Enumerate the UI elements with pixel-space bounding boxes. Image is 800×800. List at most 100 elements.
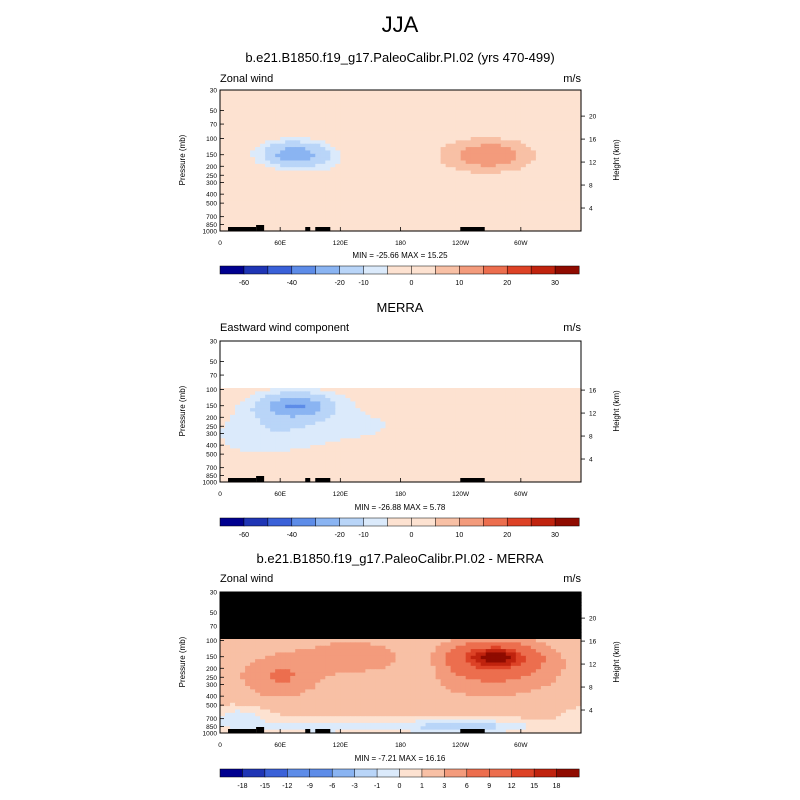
- heatmap-cell: [470, 137, 477, 141]
- heatmap-cell: [545, 120, 552, 125]
- heatmap-cell: [550, 184, 557, 188]
- heatmap-cell: [250, 354, 256, 359]
- heatmap-cell: [280, 137, 286, 141]
- heatmap-cell: [245, 217, 251, 222]
- heatmap-cell: [365, 357, 372, 362]
- heatmap-cell: [470, 341, 477, 345]
- heatmap-cell: [255, 381, 261, 386]
- heatmap-cell: [465, 217, 472, 222]
- heatmap-cell: [390, 140, 397, 145]
- heatmap-cell: [480, 341, 487, 345]
- heatmap-cell: [565, 120, 572, 125]
- heatmap-cell: [500, 220, 507, 225]
- heatmap-cell: [285, 418, 291, 423]
- heatmap-cell: [470, 344, 477, 349]
- heatmap-cell: [575, 421, 582, 426]
- heatmap-cell: [465, 106, 472, 111]
- heatmap-cell: [375, 361, 382, 366]
- heatmap-cell: [315, 214, 321, 219]
- topography-mask: [305, 227, 311, 231]
- colorbar-bin: [339, 265, 365, 275]
- heatmap-cell: [460, 100, 467, 105]
- heatmap-cell: [430, 96, 437, 101]
- heatmap-cell: [410, 354, 417, 359]
- heatmap-cell: [500, 116, 507, 121]
- heatmap-cell: [405, 418, 412, 423]
- heatmap-cell: [320, 347, 326, 352]
- heatmap-cell: [280, 371, 286, 376]
- heatmap-cell: [260, 197, 266, 202]
- heatmap-cell: [470, 388, 477, 392]
- heatmap-cell: [410, 133, 417, 138]
- heatmap-cell: [480, 200, 487, 205]
- heatmap-cell: [555, 377, 562, 382]
- heatmap-cell: [495, 173, 502, 178]
- heatmap-cell: [380, 110, 387, 115]
- heatmap-cell: [375, 404, 382, 409]
- heatmap-cell: [485, 133, 492, 138]
- heatmap-cell: [320, 351, 326, 356]
- heatmap-cell: [260, 160, 266, 165]
- heatmap-cell: [465, 351, 472, 356]
- heatmap-cell: [260, 371, 266, 376]
- heatmap-cell: [290, 351, 296, 356]
- heatmap-cell: [245, 207, 251, 212]
- heatmap-cell: [240, 408, 246, 413]
- heatmap-cell: [550, 214, 557, 219]
- heatmap-cell: [475, 126, 482, 131]
- heatmap-cell: [495, 214, 502, 219]
- heatmap-cell: [315, 384, 321, 389]
- heatmap-cell: [550, 194, 557, 199]
- heatmap-cell: [470, 157, 477, 162]
- heatmap-cell: [490, 163, 497, 168]
- heatmap-cell: [450, 120, 457, 125]
- heatmap-cell: [455, 214, 462, 219]
- heatmap-cell: [395, 100, 402, 105]
- heatmap-cell: [410, 157, 417, 162]
- heatmap-cell: [285, 103, 291, 108]
- heatmap-cell: [325, 344, 331, 349]
- heatmap-cell: [525, 377, 532, 382]
- heatmap-cell: [260, 217, 266, 222]
- heatmap-cell: [485, 93, 492, 98]
- heatmap-cell: [225, 197, 231, 202]
- heatmap-cell: [575, 351, 582, 356]
- heatmap-cell: [450, 374, 457, 379]
- heatmap-cell: [250, 96, 256, 101]
- heatmap-cell: [305, 224, 311, 229]
- heatmap-cell: [345, 163, 351, 168]
- heatmap-cell: [390, 424, 397, 429]
- heatmap-cell: [480, 394, 487, 399]
- heatmap-cell: [385, 357, 392, 362]
- heatmap-cell: [525, 130, 532, 135]
- heatmap-cell: [260, 157, 266, 162]
- heatmap-cell: [515, 411, 522, 416]
- heatmap-cell: [505, 377, 512, 382]
- heatmap-cell: [455, 381, 462, 386]
- heatmap-cell: [525, 411, 532, 416]
- heatmap-cell: [360, 113, 366, 118]
- heatmap-cell: [425, 177, 432, 182]
- heatmap-cell: [385, 143, 392, 148]
- heatmap-cell: [235, 143, 241, 148]
- heatmap-cell: [540, 227, 547, 232]
- heatmap-cell: [515, 204, 522, 209]
- heatmap-cell: [360, 194, 366, 199]
- heatmap-cell: [260, 173, 266, 178]
- heatmap-cell: [555, 143, 562, 148]
- heatmap-cell: [365, 371, 372, 376]
- heatmap-cell: [225, 103, 231, 108]
- heatmap-cell: [305, 103, 311, 108]
- heatmap-cell: [270, 404, 276, 409]
- heatmap-cell: [445, 163, 452, 168]
- heatmap-cell: [245, 93, 251, 98]
- heatmap-cell: [265, 177, 271, 182]
- heatmap-cell: [530, 388, 537, 392]
- heatmap-cell: [335, 150, 341, 155]
- heatmap-cell: [445, 190, 452, 195]
- heatmap-cell: [330, 194, 336, 199]
- heatmap-cell: [425, 377, 432, 382]
- heatmap-cell: [495, 341, 502, 345]
- heatmap-cell: [250, 351, 256, 356]
- heatmap-cell: [410, 190, 417, 195]
